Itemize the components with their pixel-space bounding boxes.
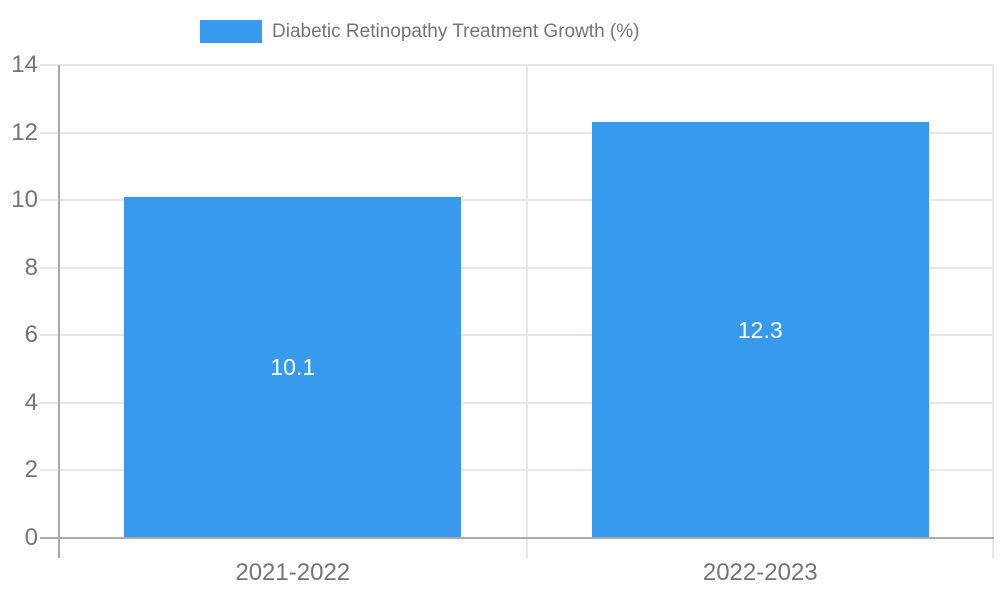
- y-gridline: [40, 401, 994, 404]
- y-gridline: [40, 131, 994, 134]
- y-axis-tick-label: 10: [11, 186, 38, 214]
- y-axis-tick-label: 8: [24, 253, 38, 281]
- bar-2021-2022: 10.1: [124, 196, 462, 538]
- bar-value-label: 10.1: [270, 353, 316, 380]
- bar-2022-2023: 12.3: [591, 122, 929, 538]
- x-gridline: [525, 65, 528, 558]
- y-axis-tick-label: 6: [24, 321, 38, 349]
- x-gridline: [992, 65, 994, 558]
- legend-item[interactable]: Diabetic Retinopathy Treatment Growth (%…: [200, 20, 640, 43]
- x-axis-category-label: 2021-2022: [235, 559, 351, 586]
- y-gridline: [40, 64, 994, 66]
- y-axis-tick-label: 14: [11, 51, 38, 78]
- x-axis-category-label: 2022-2023: [702, 559, 818, 586]
- y-gridline: [40, 199, 994, 202]
- y-gridline: [40, 266, 994, 269]
- x-axis-line: [40, 537, 994, 539]
- bar-value-label: 12.3: [737, 316, 783, 343]
- y-axis-line: [58, 65, 60, 558]
- y-axis-tick-label: 2: [24, 456, 38, 484]
- legend-swatch-icon: [200, 20, 262, 43]
- y-axis-tick-label: 12: [11, 118, 38, 146]
- y-axis-tick-label: 0: [24, 524, 38, 551]
- y-gridline: [40, 469, 994, 472]
- legend-label: Diabetic Retinopathy Treatment Growth (%…: [272, 20, 640, 42]
- y-gridline: [40, 334, 994, 337]
- y-axis-tick-label: 4: [24, 388, 38, 416]
